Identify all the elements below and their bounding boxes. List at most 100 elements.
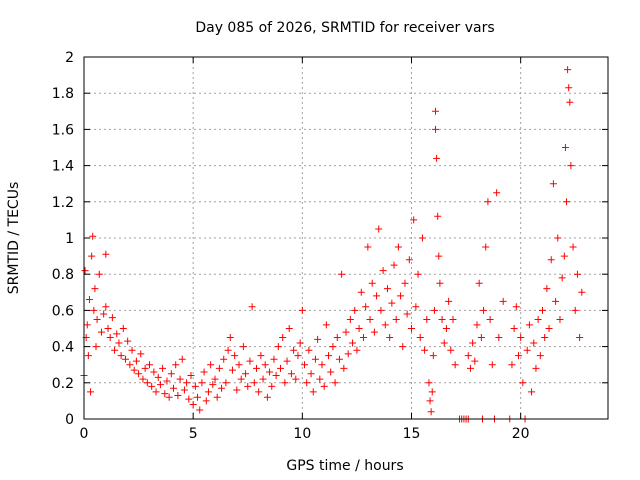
data-point [451,361,459,369]
data-point [239,343,247,351]
data-point [410,216,418,224]
data-point [198,379,206,387]
data-point [536,352,544,360]
data-point [91,285,99,293]
data-point [121,355,129,363]
data-point [250,379,258,387]
data-point [442,325,450,332]
data-point [139,375,147,383]
data-point [272,372,280,380]
data-point [541,334,549,342]
data-point [335,355,343,363]
data-point [268,382,276,390]
data-point [106,334,114,342]
y-tick-label: 1.2 [52,195,74,211]
data-point [408,325,415,332]
data-point [316,375,324,383]
y-tick-label: 0.4 [52,340,74,356]
data-point [296,339,304,347]
grid [84,57,608,419]
data-point [547,256,555,264]
y-tick-label: 1 [65,231,74,247]
data-point [447,346,455,354]
data-point [176,375,184,383]
data-point [165,393,173,401]
x-axis-label: GPS time / hours [286,458,403,474]
data-point [388,299,396,307]
data-point [85,296,93,304]
data-point [202,397,210,405]
data-point [194,393,202,401]
data-point [549,180,557,188]
x-tick-label: 0 [80,426,89,442]
data-point [154,373,162,381]
data-point [156,381,164,389]
data-point [237,375,245,383]
data-point [83,321,91,329]
data-point [405,256,413,264]
data-point [311,355,319,363]
data-point [429,352,437,360]
data-point [246,357,254,365]
data-point [137,350,145,358]
data-point [342,328,350,336]
data-point [113,330,121,338]
data-point [187,372,195,380]
data-point [368,279,376,287]
data-point [213,393,221,401]
data-point [471,357,479,365]
data-point [530,339,538,347]
data-point [525,321,533,329]
y-tick-label: 2 [65,50,74,66]
data-point [392,315,400,323]
data-point [430,306,438,314]
data-point [532,364,540,372]
data-point [325,352,333,360]
data-point [170,384,178,392]
data-point [373,292,381,300]
data-point [102,303,110,311]
data-point [469,339,477,347]
data-point [270,355,278,363]
data-point [403,310,411,318]
data-point [394,243,402,251]
data-point [564,66,572,74]
data-point [322,321,330,329]
data-point [578,288,586,296]
data-point [128,346,136,354]
data-point [261,361,269,369]
data-point [560,252,568,260]
data-point [349,339,357,347]
data-point [482,243,490,251]
data-point [357,288,365,296]
data-point [189,401,197,409]
y-tick-label: 1.8 [52,86,74,102]
data-point [353,346,361,354]
data-point [292,375,300,383]
data-point [435,252,443,260]
data-point [163,377,171,385]
data-point [554,234,562,242]
data-point [279,334,287,342]
data-point [561,144,569,151]
data-point [92,343,100,351]
data-point [88,252,96,260]
data-point [174,391,182,399]
data-point [359,334,367,342]
data-point [331,379,339,387]
data-point [383,285,391,293]
data-point [141,364,149,372]
data-point [370,328,378,336]
x-tick-label: 10 [293,426,311,442]
data-point [484,198,492,206]
data-point [211,375,219,383]
data-point [488,361,496,369]
data-point [495,334,503,342]
data-point [466,364,474,372]
data-point [558,274,566,282]
data-point [440,339,448,347]
data-point [571,306,579,314]
data-point [355,325,363,332]
data-point [228,366,236,374]
